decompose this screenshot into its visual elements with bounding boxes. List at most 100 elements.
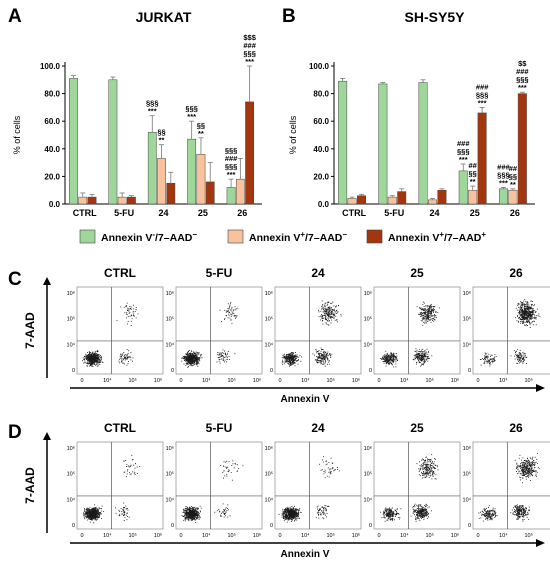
- y-axis-label: % of cells: [12, 115, 22, 154]
- scatter-point: [226, 475, 228, 477]
- scatter-point: [393, 361, 394, 363]
- scatter-point: [186, 355, 188, 357]
- scatter-point: [192, 355, 194, 357]
- scatter-point: [291, 355, 293, 357]
- scatter-point: [195, 355, 197, 357]
- scatter-point: [328, 320, 330, 322]
- scatter-point: [85, 355, 87, 357]
- y-tick-label: 100.0: [309, 62, 330, 71]
- scatter-point: [95, 357, 96, 359]
- scatter-point: [232, 463, 234, 465]
- scatter-point: [126, 313, 128, 315]
- scatter-point: [129, 306, 131, 308]
- scatter-point: [196, 509, 198, 511]
- scatter-point: [121, 353, 123, 355]
- scatter-point: [197, 516, 198, 518]
- scatter-point: [534, 315, 536, 317]
- scatter-point: [227, 310, 229, 312]
- scatter-point: [420, 365, 422, 367]
- scatter-point: [332, 312, 334, 314]
- bar: [187, 138, 197, 205]
- scatter-point: [393, 356, 395, 358]
- scatter-point: [121, 362, 123, 364]
- scatter-point: [193, 355, 195, 357]
- scatter-point: [428, 309, 429, 311]
- scatter-point: [525, 310, 527, 312]
- scatter-point: [323, 363, 325, 365]
- scatter-point: [224, 309, 226, 311]
- scatter-point: [333, 314, 334, 316]
- scatter-point: [91, 515, 93, 517]
- scatter-point: [191, 356, 193, 358]
- scatter-point: [196, 362, 198, 364]
- scatter-point: [294, 352, 296, 353]
- scatter-point: [416, 349, 418, 351]
- scatter-point: [288, 360, 290, 361]
- scatter-point: [527, 309, 529, 311]
- scatter-point: [428, 312, 430, 314]
- scatter-point: [534, 304, 535, 306]
- scatter-point: [123, 351, 125, 353]
- bar: [108, 79, 118, 205]
- scatter-point: [324, 310, 326, 312]
- scatter-point: [285, 355, 287, 357]
- scatter-point: [492, 361, 493, 362]
- scatter-point: [426, 316, 428, 318]
- scatter-point: [528, 310, 530, 312]
- scatter-point: [285, 517, 287, 519]
- scatter-point: [129, 315, 131, 317]
- scatter-point: [115, 512, 117, 514]
- scatter-point: [199, 505, 201, 507]
- scatter-point: [187, 351, 189, 353]
- scatter-point: [324, 308, 326, 310]
- scatter-point: [330, 316, 332, 318]
- scatter-point: [520, 305, 522, 307]
- scatter-point: [522, 361, 524, 363]
- scatter-point: [287, 357, 289, 359]
- scatter-point: [100, 513, 102, 515]
- scatter-point: [192, 514, 194, 516]
- scatter-point: [494, 359, 496, 361]
- scatter-point: [524, 312, 526, 314]
- scatter-point: [427, 356, 429, 357]
- scatter-point: [98, 359, 100, 360]
- scatter-point: [132, 360, 133, 362]
- scatter-point: [231, 314, 233, 316]
- scatter-point: [95, 510, 97, 512]
- scatter-point: [494, 359, 496, 361]
- scatter-point: [198, 363, 200, 365]
- scatter-point: [196, 361, 198, 363]
- scatter-point: [88, 358, 90, 359]
- scatter-point: [529, 324, 531, 326]
- scatter-point: [520, 300, 522, 302]
- scatter-point: [328, 471, 330, 473]
- scatter-point: [93, 507, 95, 509]
- scatter-point: [528, 310, 530, 311]
- scatter-point: [93, 514, 95, 516]
- scatter-point: [326, 309, 328, 311]
- scatter-point: [181, 514, 183, 516]
- scatter-point: [123, 515, 125, 517]
- scatter-point: [386, 359, 388, 361]
- scatter-point: [383, 362, 385, 364]
- x-tick-label: 10⁶: [352, 532, 360, 539]
- scatter-point: [194, 359, 196, 361]
- scatter-point: [422, 353, 424, 354]
- scatter-point: [284, 515, 286, 517]
- scatter-point: [123, 514, 125, 516]
- scatter-point: [422, 309, 424, 311]
- scatter-point: [193, 353, 195, 355]
- scatter-point: [421, 349, 422, 351]
- scatter-point: [121, 357, 123, 359]
- scatter-point: [390, 354, 392, 356]
- scatter-point: [316, 352, 318, 354]
- scatter-point: [529, 315, 531, 316]
- scatter-point: [92, 510, 94, 511]
- legend-text: /7–AAD: [444, 232, 482, 244]
- scatter-point: [391, 354, 393, 356]
- scatter-point: [328, 312, 330, 314]
- scatter-point: [128, 309, 130, 311]
- bar-chart-jurkat: JURKAT% of cells0.020.040.060.080.0100.0…: [12, 9, 262, 218]
- scatter-point: [127, 323, 129, 325]
- scatter-point: [521, 315, 523, 317]
